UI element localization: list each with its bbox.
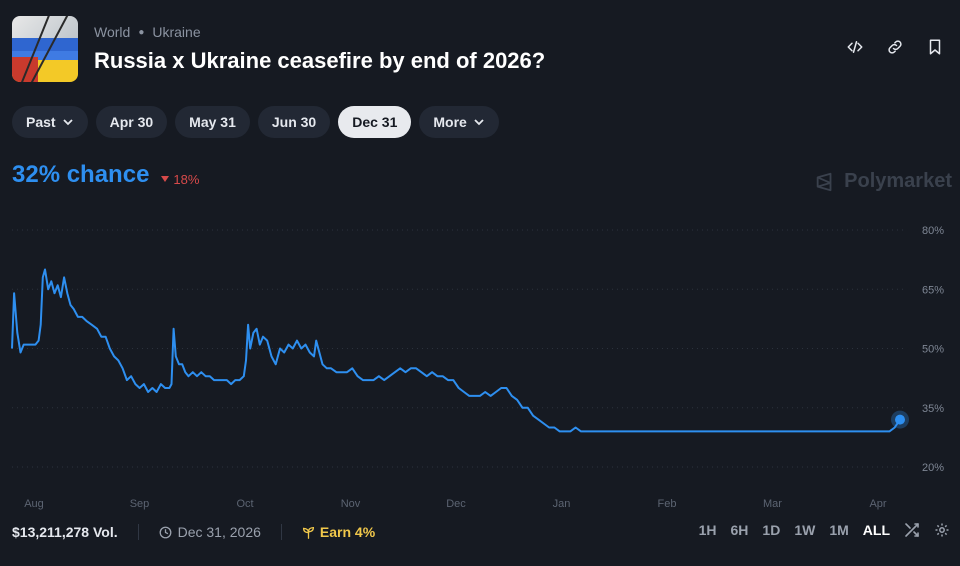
chip-dec-31[interactable]: Dec 31 [338, 106, 412, 138]
current-point [895, 414, 905, 425]
end-date-text: Dec 31, 2026 [177, 524, 261, 540]
x-tick-label: Sep [130, 498, 150, 510]
chance-delta: 18% [161, 172, 199, 187]
shuffle-icon[interactable] [904, 522, 920, 538]
x-tick-label: Oct [236, 498, 253, 510]
chevron-down-icon [62, 119, 73, 126]
x-tick-label: Mar [763, 498, 782, 510]
chip-more[interactable]: More [419, 106, 499, 138]
polymarket-watermark: Polymarket [814, 170, 952, 193]
y-tick-label: 20% [922, 462, 944, 474]
x-tick-label: Feb [658, 498, 677, 510]
range-1w[interactable]: 1W [794, 522, 816, 538]
down-triangle-icon [161, 176, 170, 182]
brand-name: Polymarket [844, 170, 952, 192]
chip-past[interactable]: Past [12, 106, 88, 138]
chip-jun-30[interactable]: Jun 30 [257, 106, 331, 138]
chance-delta-value: 18% [173, 171, 200, 187]
breadcrumb: World ● Ukraine [94, 24, 545, 40]
chip-apr-30[interactable]: Apr 30 [95, 106, 168, 138]
time-range-selector: 1H 6H 1D 1W 1M ALL [699, 522, 950, 538]
chance-value: 32% chance [12, 161, 150, 188]
chance-summary: 32% chance 18% [12, 161, 199, 189]
y-tick-label: 35% [922, 403, 944, 415]
chip-may-31[interactable]: May 31 [175, 106, 250, 138]
breadcrumb-subcategory[interactable]: Ukraine [152, 24, 201, 40]
divider [280, 524, 282, 540]
divider [137, 524, 139, 540]
price-line [11, 268, 901, 433]
range-1h[interactable]: 1H [698, 522, 717, 538]
earn-text: Earn 4% [319, 524, 376, 540]
market-header: World ● Ukraine Russia x Ukraine ceasefi… [12, 16, 545, 82]
clock-icon [159, 526, 172, 538]
y-tick-label: 80% [922, 225, 944, 237]
bookmark-icon[interactable] [926, 38, 944, 56]
settings-gear-icon[interactable] [934, 522, 950, 538]
end-date: Dec 31, 2026 [159, 524, 261, 540]
title-block: World ● Ukraine Russia x Ukraine ceasefi… [94, 24, 545, 74]
market-footer: $13,211,278 Vol. Dec 31, 2026 Earn 4% [12, 524, 375, 540]
sprout-icon [302, 526, 314, 539]
y-tick-label: 65% [922, 284, 944, 296]
market-title: Russia x Ukraine ceasefire by end of 202… [94, 48, 546, 73]
price-chart[interactable]: 80% 65% 50% 35% 20% Aug Sep Oct Nov Dec Jan Feb Mar… [0, 210, 960, 516]
chip-more-label: More [433, 114, 467, 130]
market-thumbnail[interactable] [12, 16, 78, 82]
x-tick-label: Jan [553, 498, 571, 510]
range-1d[interactable]: 1D [762, 522, 781, 538]
range-1m[interactable]: 1M [829, 522, 849, 538]
x-axis-labels: Aug Sep Oct Nov Dec Jan Feb Mar Apr [24, 498, 887, 510]
date-chips: Past Apr 30 May 31 Jun 30 Dec 31 More [12, 106, 499, 138]
chevron-down-icon [474, 119, 484, 126]
embed-icon[interactable] [846, 38, 864, 56]
range-all[interactable]: ALL [862, 522, 890, 538]
chip-past-label: Past [26, 114, 56, 130]
range-6h[interactable]: 6H [730, 522, 749, 538]
volume: $13,211,278 Vol. [12, 524, 118, 540]
x-tick-label: Apr [869, 498, 886, 510]
breadcrumb-category[interactable]: World [94, 24, 131, 40]
y-tick-label: 50% [922, 344, 944, 356]
breadcrumb-separator: ● [138, 26, 145, 38]
link-icon[interactable] [886, 38, 904, 56]
x-tick-label: Dec [446, 498, 466, 510]
y-axis-labels: 80% 65% 50% 35% 20% [922, 225, 944, 474]
x-tick-label: Nov [341, 498, 361, 510]
header-actions [846, 38, 944, 56]
x-tick-label: Aug [24, 498, 44, 510]
polymarket-logo-icon [816, 172, 832, 191]
earn-badge[interactable]: Earn 4% [302, 524, 375, 540]
